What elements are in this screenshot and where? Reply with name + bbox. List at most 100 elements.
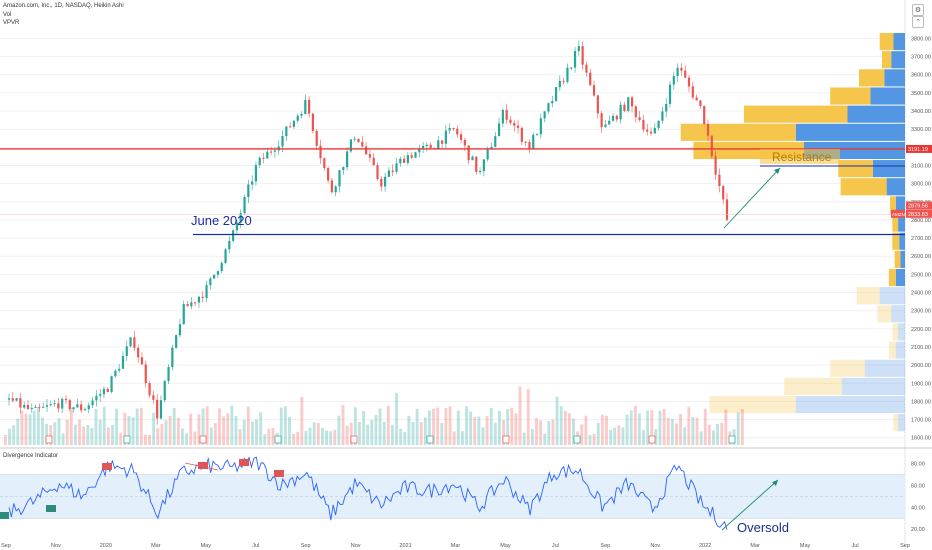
vpvr-legend[interactable]: VPVR xyxy=(3,20,20,26)
volume-legend[interactable]: Vol xyxy=(3,12,12,18)
candle-body xyxy=(327,168,330,181)
event-badge xyxy=(728,435,736,444)
y-tick-label: 2700.00 xyxy=(911,236,931,242)
volume-bar xyxy=(353,407,357,445)
volume-bar xyxy=(473,417,477,445)
price-tag xyxy=(906,201,932,210)
volume-bar xyxy=(24,413,28,445)
vp-bar-up xyxy=(884,69,905,87)
indicator-title: Divergence Indicator xyxy=(3,453,59,459)
vp-bar-down xyxy=(892,232,900,250)
x-tick-label: Jul xyxy=(552,543,559,549)
event-badge xyxy=(573,435,581,444)
candle-body xyxy=(87,405,90,410)
candle-body xyxy=(34,406,37,408)
candle-body xyxy=(342,167,345,171)
rsi-tick-label: 80.00 xyxy=(911,462,925,468)
candle-body xyxy=(285,126,288,137)
candle-body xyxy=(494,136,497,147)
candle-body xyxy=(129,337,132,347)
volume-bar xyxy=(86,425,90,445)
vp-bar-down xyxy=(709,395,796,414)
volume-bar xyxy=(600,414,604,445)
candle-body xyxy=(315,130,318,146)
chart-title: Amazon.com, Inc., 1D, NASDAQ, Heikin Ash… xyxy=(3,3,124,9)
volume-bar xyxy=(102,406,106,445)
vp-bar-down xyxy=(680,123,796,141)
x-tick-label: 2020 xyxy=(100,543,112,549)
volume-bar xyxy=(28,414,32,445)
volume-bar xyxy=(131,417,135,445)
symbol-tag xyxy=(891,209,905,218)
volume-bar xyxy=(78,419,81,445)
x-tick-label: Mar xyxy=(451,543,461,549)
chevron-up-icon[interactable]: ⌃ xyxy=(912,16,924,28)
volume-bar xyxy=(263,434,267,445)
candle-body xyxy=(232,230,235,241)
candle-body xyxy=(197,296,201,303)
volume-bar xyxy=(370,420,374,445)
volume-bar xyxy=(283,406,287,445)
volume-bar xyxy=(460,431,464,445)
candle-body xyxy=(391,170,394,172)
x-tick-label: Nov xyxy=(51,543,61,549)
candle-body xyxy=(623,104,626,111)
candle-body xyxy=(258,157,261,166)
candle-body xyxy=(156,399,159,419)
rsi-arrow-head xyxy=(772,480,778,486)
candle-body xyxy=(228,240,231,250)
volume-bar xyxy=(148,434,151,445)
candle-body xyxy=(566,67,569,82)
volume-bar xyxy=(707,424,711,445)
volume-bar xyxy=(477,416,481,445)
volume-bar xyxy=(428,410,431,445)
vp-bar-down xyxy=(879,33,894,51)
candle-body xyxy=(627,97,630,111)
divergence-badge xyxy=(198,462,208,469)
candle-body xyxy=(691,86,694,98)
candle-body xyxy=(421,145,425,149)
y-tick-label: 1700.00 xyxy=(911,418,931,424)
candle-body xyxy=(516,125,520,128)
candle-body xyxy=(80,404,83,411)
price-arrow xyxy=(723,167,781,229)
candle-body xyxy=(95,395,98,401)
volume-bar xyxy=(123,412,127,445)
event-badge xyxy=(199,435,207,444)
price-tag-label: 3191.19 xyxy=(908,147,928,153)
volume-bar xyxy=(160,423,164,445)
candle-body xyxy=(190,302,193,307)
candle-body xyxy=(23,404,26,408)
vp-bar-down xyxy=(888,341,896,359)
volume-bar xyxy=(382,421,386,445)
volume-bar xyxy=(419,421,423,445)
candle-body xyxy=(243,196,246,213)
volume-bar xyxy=(49,425,53,445)
volume-bar xyxy=(238,429,242,445)
candle-body xyxy=(239,212,242,223)
gear-icon[interactable]: ⚙ xyxy=(912,4,924,16)
candle-body xyxy=(562,80,565,82)
candle-body xyxy=(630,97,634,107)
y-tick-label: 2000.00 xyxy=(911,363,931,369)
y-tick-label: 2400.00 xyxy=(911,291,931,297)
candle-body xyxy=(330,180,334,193)
candle-body xyxy=(292,120,296,127)
candle-body xyxy=(649,131,653,134)
divergence-badge xyxy=(46,505,56,512)
volume-bar xyxy=(82,426,86,445)
candle-body xyxy=(706,124,710,136)
volume-bar xyxy=(90,428,94,445)
volume-bar xyxy=(691,416,695,445)
vp-bar-up xyxy=(870,87,905,105)
candle-body xyxy=(137,347,140,358)
candle-body xyxy=(600,113,603,128)
volume-bar xyxy=(61,433,65,445)
volume-bar xyxy=(296,431,300,445)
volume-bar xyxy=(588,434,592,445)
candle-body xyxy=(592,85,596,96)
volume-bar xyxy=(658,410,662,445)
volume-bar xyxy=(444,408,448,445)
candle-body xyxy=(604,124,607,128)
